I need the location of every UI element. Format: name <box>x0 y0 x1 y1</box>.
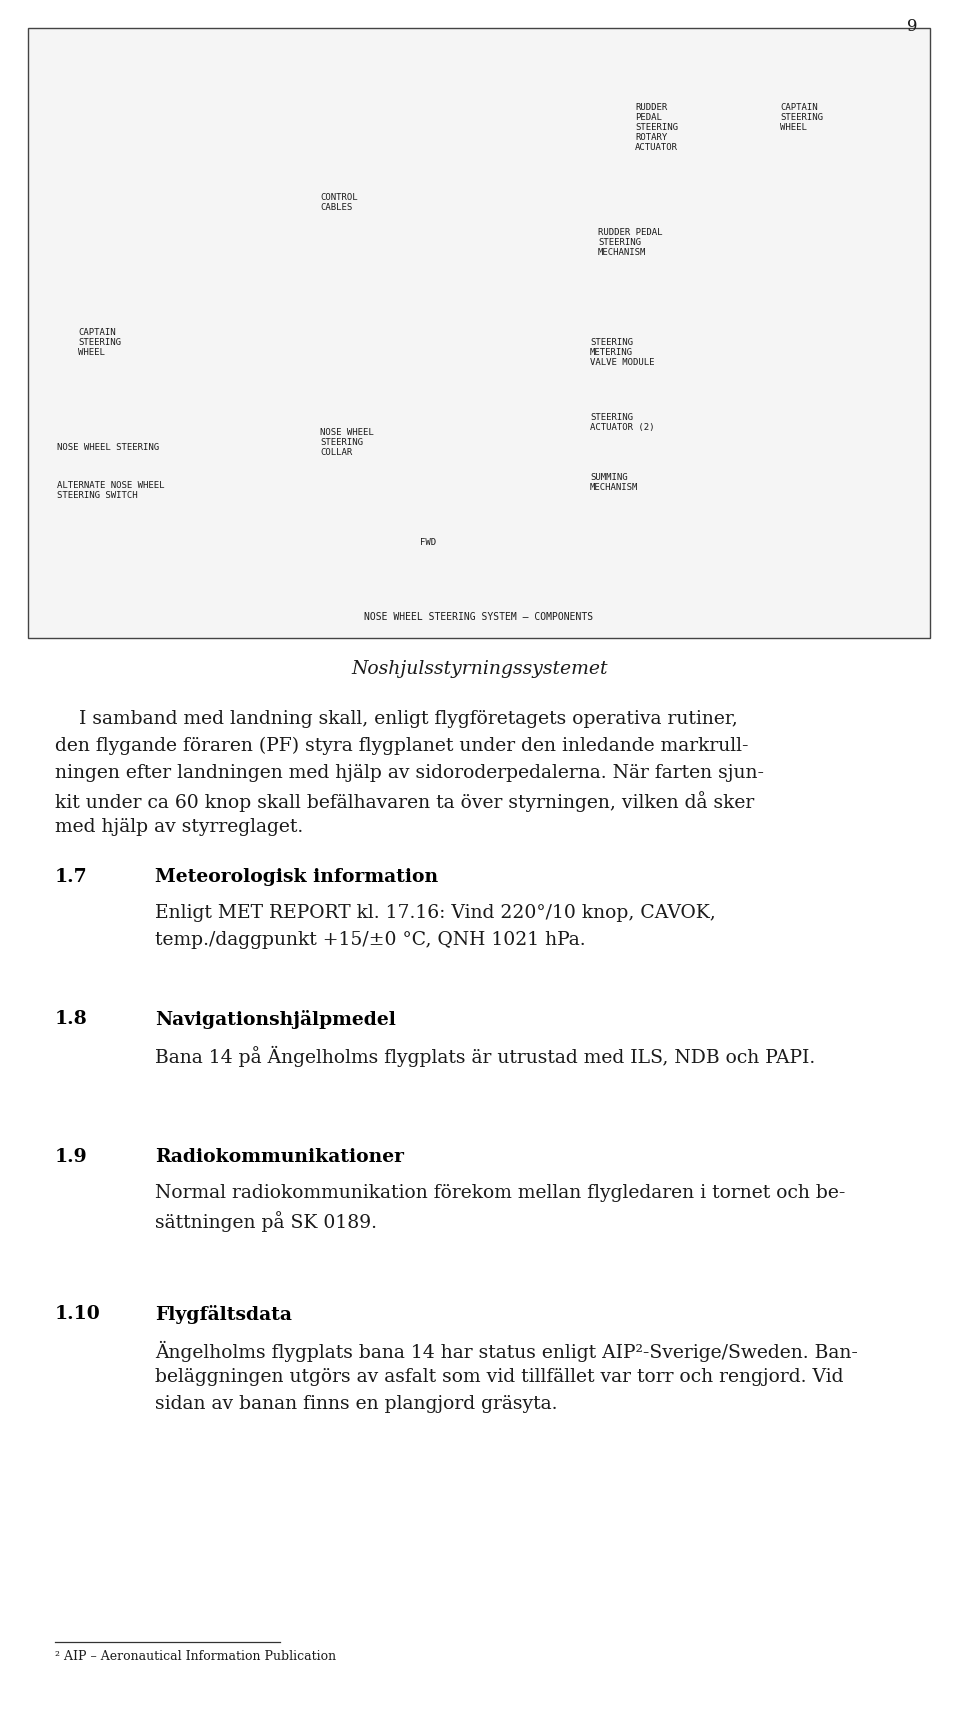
Text: 1.10: 1.10 <box>55 1306 101 1323</box>
Text: ROTARY: ROTARY <box>635 132 667 143</box>
Text: Bana 14 på Ängelholms flygplats är utrustad med ILS, NDB och PAPI.: Bana 14 på Ängelholms flygplats är utrus… <box>155 1046 815 1067</box>
Text: CAPTAIN: CAPTAIN <box>780 103 818 112</box>
Text: I samband med landning skall, enligt flygföretagets operativa rutiner,: I samband med landning skall, enligt fly… <box>55 710 737 728</box>
Text: STEERING: STEERING <box>780 113 823 122</box>
Text: FWD: FWD <box>420 538 436 546</box>
Text: med hjälp av styrreglaget.: med hjälp av styrreglaget. <box>55 818 303 837</box>
Text: den flygande föraren (PF) styra flygplanet under den inledande markrull-: den flygande föraren (PF) styra flygplan… <box>55 737 749 756</box>
Text: CAPTAIN: CAPTAIN <box>78 328 115 337</box>
Text: Enligt MET REPORT kl. 17.16: Vind 220°/10 knop, CAVOK,: Enligt MET REPORT kl. 17.16: Vind 220°/1… <box>155 904 716 923</box>
Text: WHEEL: WHEEL <box>78 349 105 357</box>
Text: ACTUATOR: ACTUATOR <box>635 143 678 151</box>
Text: STEERING: STEERING <box>320 438 363 447</box>
Text: RUDDER: RUDDER <box>635 103 667 112</box>
Text: 1.8: 1.8 <box>55 1010 87 1027</box>
Text: Flygfältsdata: Flygfältsdata <box>155 1306 292 1325</box>
Text: Navigationshjälpmedel: Navigationshjälpmedel <box>155 1010 396 1029</box>
Text: ACTUATOR (2): ACTUATOR (2) <box>590 423 655 431</box>
Text: beläggningen utgörs av asfalt som vid tillfället var torr och rengjord. Vid: beläggningen utgörs av asfalt som vid ti… <box>155 1368 844 1386</box>
Text: STEERING: STEERING <box>590 338 633 347</box>
Text: 9: 9 <box>907 17 917 34</box>
Text: Noshjulsstyrningssystemet: Noshjulsstyrningssystemet <box>351 660 609 679</box>
Text: STEERING: STEERING <box>590 412 633 423</box>
Text: sättningen på SK 0189.: sättningen på SK 0189. <box>155 1211 377 1232</box>
Text: PEDAL: PEDAL <box>635 113 661 122</box>
Text: NOSE WHEEL STEERING: NOSE WHEEL STEERING <box>57 443 159 452</box>
Text: Normal radiokommunikation förekom mellan flygledaren i tornet och be-: Normal radiokommunikation förekom mellan… <box>155 1184 846 1203</box>
Text: RUDDER PEDAL: RUDDER PEDAL <box>598 228 662 237</box>
Text: STEERING: STEERING <box>78 338 121 347</box>
Text: SUMMING: SUMMING <box>590 472 628 483</box>
Text: kit under ca 60 knop skall befälhavaren ta över styrningen, vilken då sker: kit under ca 60 knop skall befälhavaren … <box>55 790 755 813</box>
Text: STEERING: STEERING <box>598 239 641 247</box>
Text: Radiokommunikationer: Radiokommunikationer <box>155 1148 404 1167</box>
Text: ALTERNATE NOSE WHEEL: ALTERNATE NOSE WHEEL <box>57 481 164 490</box>
Text: 1.9: 1.9 <box>55 1148 87 1167</box>
Text: NOSE WHEEL STEERING SYSTEM – COMPONENTS: NOSE WHEEL STEERING SYSTEM – COMPONENTS <box>365 612 593 622</box>
Text: COLLAR: COLLAR <box>320 448 352 457</box>
Text: sidan av banan finns en plangjord gräsyta.: sidan av banan finns en plangjord gräsyt… <box>155 1395 558 1412</box>
Text: ningen efter landningen med hjälp av sidoroderpedalerna. När farten sjun-: ningen efter landningen med hjälp av sid… <box>55 765 764 782</box>
Text: Meteorologisk information: Meteorologisk information <box>155 868 438 886</box>
Text: MECHANISM: MECHANISM <box>598 247 646 258</box>
Text: METERING: METERING <box>590 349 633 357</box>
Text: Ängelholms flygplats bana 14 har status enligt AIP²-Sverige/Sweden. Ban-: Ängelholms flygplats bana 14 har status … <box>155 1342 858 1362</box>
Text: STEERING SWITCH: STEERING SWITCH <box>57 491 137 500</box>
Text: STEERING: STEERING <box>635 124 678 132</box>
Text: CONTROL: CONTROL <box>320 192 358 203</box>
Text: VALVE MODULE: VALVE MODULE <box>590 357 655 368</box>
Text: 1.7: 1.7 <box>55 868 87 886</box>
Text: WHEEL: WHEEL <box>780 124 806 132</box>
Text: ² AIP – Aeronautical Information Publication: ² AIP – Aeronautical Information Publica… <box>55 1649 336 1663</box>
Text: temp./daggpunkt +15/±0 °C, QNH 1021 hPa.: temp./daggpunkt +15/±0 °C, QNH 1021 hPa. <box>155 931 586 948</box>
Text: MECHANISM: MECHANISM <box>590 483 638 491</box>
Text: NOSE WHEEL: NOSE WHEEL <box>320 428 373 436</box>
Bar <box>28 27 930 637</box>
Text: CABLES: CABLES <box>320 203 352 211</box>
